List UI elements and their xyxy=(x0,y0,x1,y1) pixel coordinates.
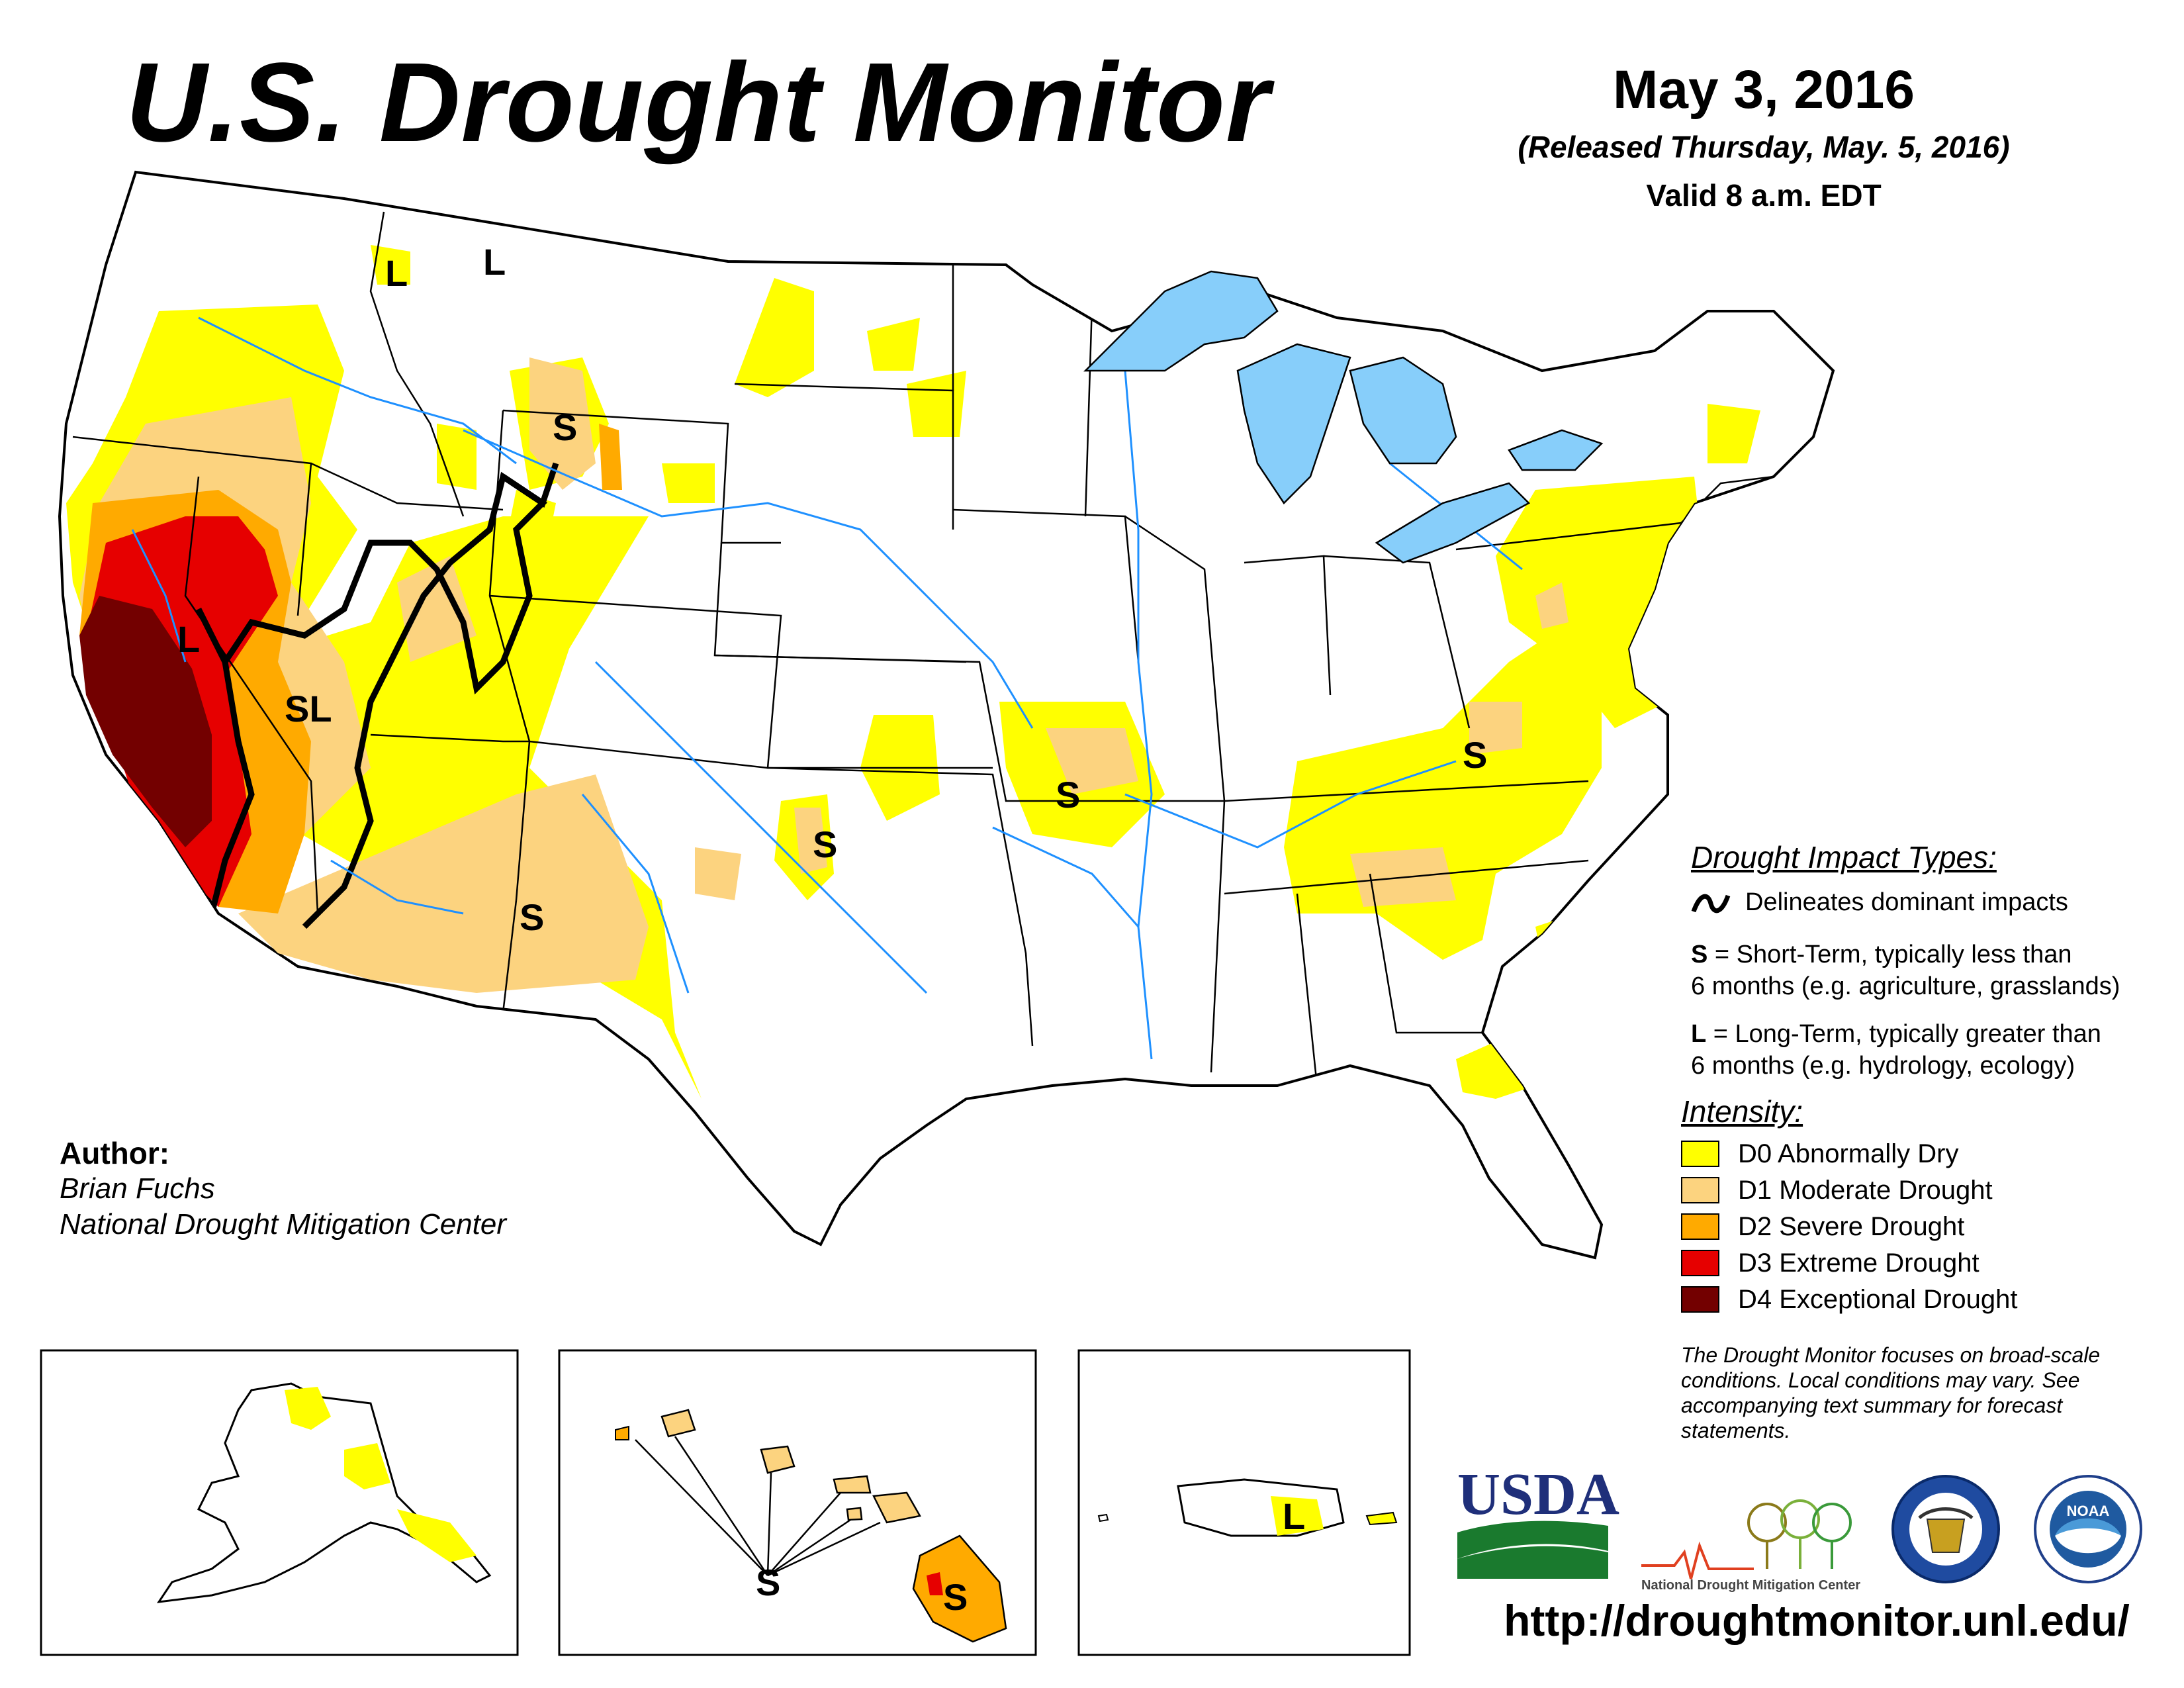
noaa-logo: NOAA xyxy=(2035,1476,2141,1582)
impact-line-desc: Delineates dominant impacts xyxy=(1745,888,2068,916)
map-date: May 3, 2016 xyxy=(1466,63,2062,117)
legend-swatch-d2 xyxy=(1681,1213,1719,1240)
map-label-ca-l: L xyxy=(177,618,200,660)
release-date: (Released Thursday, May. 5, 2016) xyxy=(1433,129,2095,165)
legend-swatch-d4 xyxy=(1681,1286,1719,1313)
map-label-pr-l: L xyxy=(1283,1495,1305,1537)
legend-label-d0: D0 Abnormally Dry xyxy=(1738,1139,1958,1169)
valid-time: Valid 8 a.m. EDT xyxy=(1466,177,2062,213)
legend-swatch-d0 xyxy=(1681,1141,1719,1167)
legend-d3: D3 Extreme Drought xyxy=(1681,1246,1979,1280)
author-name: Brian Fuchs xyxy=(60,1171,506,1207)
legend-swatch-d1 xyxy=(1681,1177,1719,1203)
author-block: Author: Brian Fuchs National Drought Mit… xyxy=(60,1135,506,1243)
impact-line-icon xyxy=(1691,890,1731,917)
legend-d1: D1 Moderate Drought xyxy=(1681,1174,1993,1207)
long-term-desc-1: = Long-Term, typically greater than xyxy=(1706,1020,2101,1048)
author-org: National Drought Mitigation Center xyxy=(60,1207,506,1243)
legend-label-d2: D2 Severe Drought xyxy=(1738,1212,1964,1242)
legend-label-d1: D1 Moderate Drought xyxy=(1738,1176,1993,1205)
commerce-seal-icon xyxy=(1893,1476,1999,1582)
map-label-nv-sl: SL xyxy=(285,688,332,729)
legend-d0: D0 Abnormally Dry xyxy=(1681,1137,1958,1170)
map-label-mt-l: L xyxy=(483,241,506,283)
disclaimer-text: The Drought Monitor focuses on broad-sca… xyxy=(1681,1342,2171,1443)
intensity-heading: Intensity: xyxy=(1681,1094,1803,1129)
svg-text:National Drought Mitigation Ce: National Drought Mitigation Center xyxy=(1641,1578,1860,1592)
svg-text:NOAA: NOAA xyxy=(2067,1503,2110,1519)
map-label-hi-big-s: S xyxy=(943,1576,968,1618)
short-term-legend: S = Short-Term, typically less than 6 mo… xyxy=(1691,939,2120,1002)
impact-line-legend: Delineates dominant impacts xyxy=(1691,888,2068,917)
map-label-ok-s: S xyxy=(813,823,837,865)
short-term-code: S xyxy=(1691,941,1707,968)
map-label-wy-s: S xyxy=(553,406,577,448)
map-label-va-s: S xyxy=(1463,734,1487,776)
map-label-id-l: L xyxy=(385,252,408,294)
long-term-desc-2: 6 months (e.g. hydrology, ecology) xyxy=(1691,1052,2075,1080)
map-label-mo-s: S xyxy=(1056,774,1080,816)
svg-text:USDA: USDA xyxy=(1457,1462,1619,1527)
long-term-code: L xyxy=(1691,1020,1706,1048)
short-term-desc-2: 6 months (e.g. agriculture, grasslands) xyxy=(1691,972,2120,1000)
author-heading: Author: xyxy=(60,1135,506,1171)
long-term-legend: L = Long-Term, typically greater than 6 … xyxy=(1691,1018,2101,1082)
short-term-desc-1: = Short-Term, typically less than xyxy=(1707,941,2071,968)
legend-label-d4: D4 Exceptional Drought xyxy=(1738,1285,2017,1315)
logo-row: USDA National Drought Mitigation Center xyxy=(1449,1460,2164,1592)
legend-label-d3: D3 Extreme Drought xyxy=(1738,1248,1979,1278)
drought-monitor-url[interactable]: http://droughtmonitor.unl.edu/ xyxy=(1459,1595,2174,1646)
impact-types-heading: Drought Impact Types: xyxy=(1691,839,1997,875)
legend-d4: D4 Exceptional Drought xyxy=(1681,1283,2017,1316)
usda-logo: USDA xyxy=(1457,1462,1619,1579)
map-label-hi-chain-s: S xyxy=(756,1562,780,1603)
ndmc-logo: National Drought Mitigation Center xyxy=(1641,1501,1860,1592)
legend-swatch-d3 xyxy=(1681,1250,1719,1276)
map-label-nm-s: S xyxy=(520,896,544,938)
legend-d2: D2 Severe Drought xyxy=(1681,1210,1964,1243)
page-title: U.S. Drought Monitor xyxy=(126,46,1270,159)
